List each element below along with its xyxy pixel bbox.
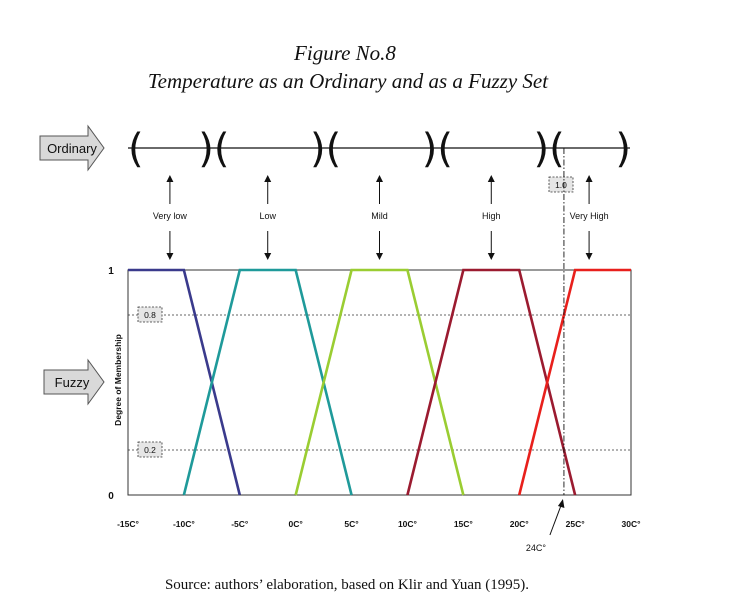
- ordinary-marker-label: 1.0: [555, 180, 567, 190]
- reference-box-1: [137, 441, 163, 458]
- bracket-open-3: (: [437, 126, 453, 172]
- fuzzy-label: Fuzzy: [55, 375, 90, 390]
- ordinary-arrow-label: Ordinary: [39, 124, 105, 172]
- bracket-close-3: ): [422, 126, 438, 172]
- down-arrowhead-1: [264, 253, 272, 260]
- bracket-close-2: ): [310, 126, 326, 172]
- figure-subtitle: Temperature as an Ordinary and as a Fuzz…: [148, 69, 549, 93]
- down-arrowhead-0: [166, 253, 174, 260]
- reference-box-0: [137, 306, 163, 323]
- series-line-3: [406, 268, 577, 496]
- category-label-1: Low: [259, 211, 276, 221]
- x-tick-5: 10C°: [398, 519, 418, 529]
- bracket-open-4: (: [549, 126, 565, 172]
- ordinary-label: Ordinary: [47, 141, 97, 156]
- down-arrowhead-4: [585, 253, 593, 260]
- x-tick-0: -15C°: [117, 519, 139, 529]
- y-tick-0: 0: [108, 491, 114, 502]
- x-tick-4: 5C°: [344, 519, 359, 529]
- x-tick-2: -5C°: [231, 519, 249, 529]
- series-line-1: [182, 268, 353, 496]
- x-tick-8: 25C°: [566, 519, 586, 529]
- down-arrowhead-2: [376, 253, 383, 260]
- plot-frame: [127, 269, 632, 496]
- x-tick-1: -10C°: [173, 519, 195, 529]
- category-labels: Very low Low Mild High Very High: [153, 175, 609, 260]
- temperature-marker: 24C°: [526, 148, 565, 553]
- series-line-2: [294, 268, 465, 496]
- series-line-4: [517, 268, 631, 496]
- x-tick-3: 0C°: [289, 519, 304, 529]
- bracket-open-0: (: [128, 126, 144, 172]
- up-arrowhead-3: [487, 175, 495, 182]
- bracket-close-5: ): [615, 126, 631, 172]
- up-arrowhead-2: [376, 175, 383, 182]
- figure-source: Source: authors’ elaboration, based on K…: [165, 577, 529, 593]
- marker-pointer-head: [557, 499, 565, 508]
- x-tick-9: 30C°: [622, 519, 642, 529]
- bracket-open-1: (: [214, 126, 230, 172]
- up-arrowhead-4: [585, 175, 593, 182]
- x-tick-7: 20C°: [510, 519, 530, 529]
- category-label-0: Very low: [153, 211, 188, 221]
- bracket-close-4: ): [534, 126, 550, 172]
- series-line-0: [128, 268, 242, 496]
- down-arrowhead-3: [487, 253, 495, 260]
- marker-label: 24C°: [526, 543, 547, 553]
- reference-label-0: 0.8: [144, 310, 156, 320]
- ordinary-line: (()()()()): [128, 126, 631, 172]
- x-tick-6: 15C°: [454, 519, 474, 529]
- marker-pointer: [549, 502, 563, 536]
- ordinary-brackets: (()()()()): [128, 126, 631, 172]
- reference-levels: 0.8 0.2: [128, 306, 631, 458]
- category-label-3: High: [482, 211, 501, 221]
- bracket-close-1: ): [198, 126, 214, 172]
- y-tick-1: 1: [108, 266, 114, 277]
- figure-title: Figure No.8: [293, 41, 396, 65]
- bracket-open-2: (: [326, 126, 342, 172]
- category-label-2: Mild: [371, 211, 388, 221]
- up-arrowhead-0: [166, 175, 174, 182]
- fuzzy-arrow-label: Fuzzy: [43, 358, 105, 406]
- ordinary-marker: 1.0: [548, 176, 574, 193]
- reference-label-1: 0.2: [144, 445, 156, 455]
- up-arrowhead-1: [264, 175, 272, 182]
- category-label-4: Very High: [570, 211, 609, 221]
- x-tick-labels: -15C° -10C° -5C° 0C° 5C° 10C° 15C° 20C° 25C° 30C°: [117, 519, 641, 529]
- series-group: [128, 268, 631, 496]
- y-axis-label: Degree of Membership: [113, 334, 123, 426]
